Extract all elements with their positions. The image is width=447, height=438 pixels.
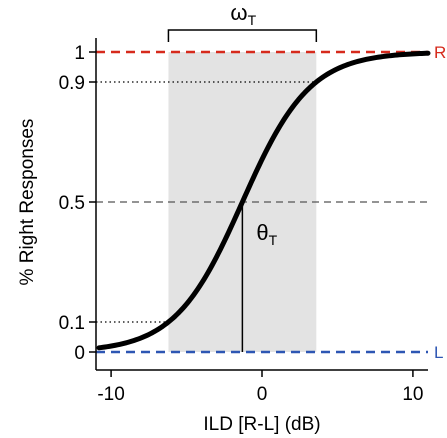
omega-symbol: ω: [230, 0, 247, 25]
y-tick-label: 0.5: [59, 193, 85, 214]
axes-layer: 0 0.1 0.5 0.9 1 -10 0 10: [59, 38, 428, 405]
omega-subscript: T: [248, 12, 257, 28]
x-tick-label: -10: [97, 384, 124, 405]
theta-annotation: θT: [256, 220, 277, 248]
theta-symbol: θ: [256, 220, 268, 245]
y-tick-label: 0: [74, 343, 85, 364]
theta-subscript: T: [269, 232, 278, 248]
omega-annotation: ωT: [230, 0, 256, 28]
x-axis-title: ILD [R-L] (dB): [203, 414, 320, 435]
y-tick-label: 1: [74, 43, 85, 64]
reference-lines-layer: RL: [96, 43, 446, 362]
width-bracket: [167, 29, 318, 42]
y-axis-title: % Right Responses: [17, 119, 38, 286]
y-tick-label: 0.9: [59, 73, 85, 94]
curve-layer: [96, 50, 431, 351]
reference-label-r: R: [434, 43, 446, 62]
y-tick-label: 0.1: [59, 313, 85, 334]
psychometric-curve: [96, 50, 431, 351]
reference-label-l: L: [434, 343, 443, 362]
x-tick-label: 0: [257, 384, 268, 405]
x-tick-label: 10: [402, 384, 423, 405]
